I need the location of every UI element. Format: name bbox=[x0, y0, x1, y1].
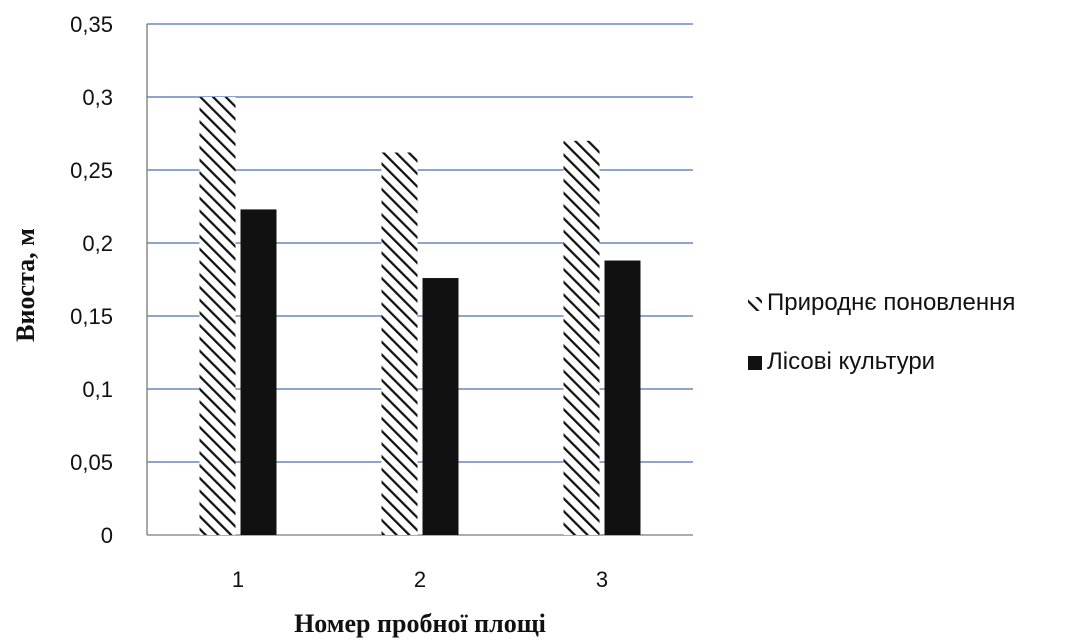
bar-series-1-cat-1 bbox=[199, 97, 236, 535]
y-tick-label: 0,25 bbox=[70, 158, 113, 183]
y-tick-label: 0,05 bbox=[70, 450, 113, 475]
bar-series-2-cat-2 bbox=[422, 278, 459, 535]
bar-series-2-cat-3 bbox=[604, 260, 641, 535]
y-tick-label: 0 bbox=[101, 523, 113, 548]
y-tick-label: 0,1 bbox=[82, 377, 113, 402]
bars bbox=[199, 97, 641, 536]
x-tick-label: 1 bbox=[232, 567, 244, 592]
x-tick-label: 3 bbox=[596, 567, 608, 592]
y-tick-label: 0,3 bbox=[82, 85, 113, 110]
legend-swatch-2 bbox=[748, 356, 762, 370]
gridlines bbox=[147, 23, 693, 463]
y-tick-label: 0,15 bbox=[70, 304, 113, 329]
bar-series-2-cat-1 bbox=[240, 209, 277, 536]
bar-series-1-cat-3 bbox=[563, 140, 600, 536]
legend: Природнє поновлення Лісові культури bbox=[748, 289, 1015, 375]
y-axis-title: Виоста, м bbox=[11, 228, 40, 342]
y-tick-label: 0,2 bbox=[82, 231, 113, 256]
x-tick-labels: 1 2 3 bbox=[232, 567, 608, 592]
legend-label-2: Лісові культури bbox=[767, 348, 935, 375]
axes bbox=[146, 24, 693, 536]
y-tick-label: 0,35 bbox=[70, 12, 113, 37]
legend-label-1: Природнє поновлення bbox=[767, 289, 1015, 316]
y-tick-labels: 0 0,05 0,1 0,15 0,2 0,25 0,3 0,35 bbox=[70, 12, 113, 548]
legend-swatch-1 bbox=[748, 297, 762, 311]
x-axis-title: Номер пробної площі bbox=[294, 609, 546, 638]
x-tick-label: 2 bbox=[414, 567, 426, 592]
bar-series-1-cat-2 bbox=[381, 152, 418, 536]
